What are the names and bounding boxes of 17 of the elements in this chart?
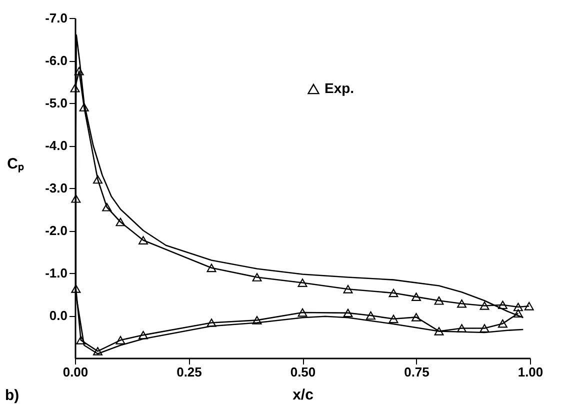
x-tick-label: 0.50 [290, 364, 316, 380]
y-tick-label: -4.0 [45, 138, 68, 153]
x-tick-label: 0.25 [176, 364, 202, 380]
legend-label: Exp. [324, 80, 354, 96]
y-tick-label: -3.0 [45, 180, 68, 196]
y-tick-label: -6.0 [45, 53, 68, 68]
x-tick-label: 0.00 [62, 364, 88, 380]
y-tick-label: -7.0 [45, 10, 68, 26]
x-axis-title: x/c [292, 386, 314, 404]
y-tick-label: -1.0 [45, 266, 68, 280]
y-tick-label: -2.0 [45, 223, 68, 238]
y-tick-label: -5.0 [45, 96, 68, 110]
y-tick-label: 0.0 [49, 308, 68, 323]
x-tick-label: 0.75 [404, 364, 430, 380]
x-tick-label: 1.00 [518, 364, 544, 380]
y-axis-title: Cₚ [7, 156, 24, 172]
text: b) [5, 387, 20, 404]
